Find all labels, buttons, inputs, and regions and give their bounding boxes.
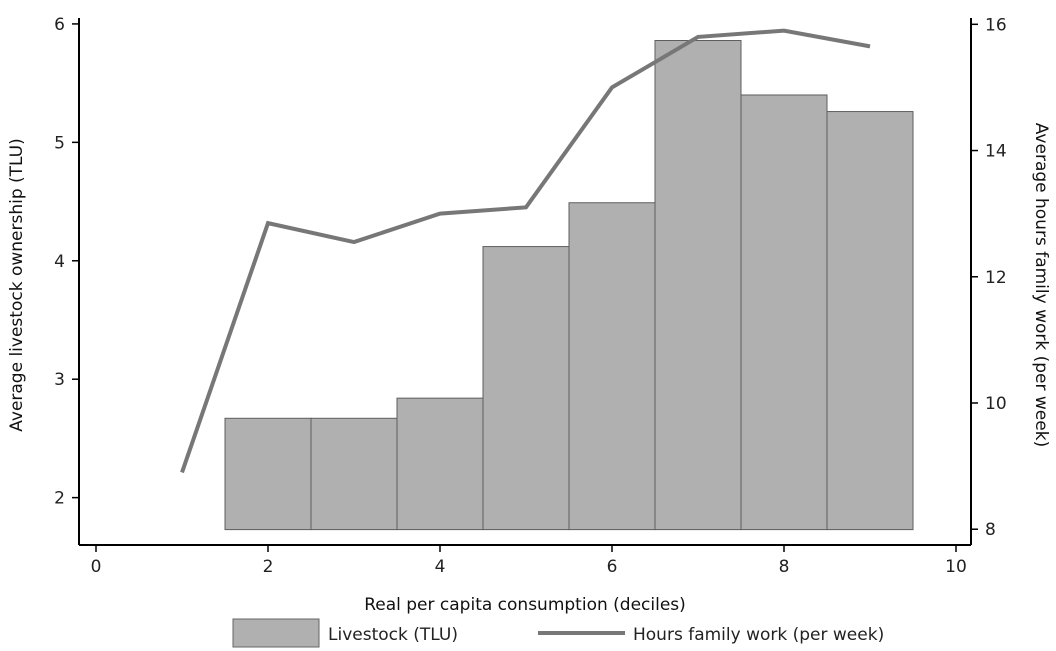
legend-label-livestock: Livestock (TLU)	[328, 625, 458, 645]
bar-decile-4	[396, 397, 484, 531]
bar-decile-8	[740, 94, 828, 531]
x-tick-label-6: 6	[607, 557, 618, 577]
axes: 0 2 4 6 8 10 2 3 4 5 6 8 10 12 14 16	[54, 15, 1006, 577]
y-left-tick-label-5: 5	[54, 133, 65, 153]
y-right-tick-label-10: 10	[985, 394, 1007, 414]
x-tick-label-4: 4	[435, 557, 446, 577]
bar-series-livestock	[224, 40, 914, 531]
line-series-hours	[180, 28, 871, 474]
y-right-tick-label-12: 12	[985, 268, 1007, 288]
y-left-tick-label-2: 2	[54, 489, 65, 509]
bar-decile-2	[224, 417, 312, 531]
bar-decile-6	[568, 202, 656, 531]
y-axis-left-title: Average livestock ownership (TLU)	[7, 138, 27, 432]
hours-line	[180, 28, 871, 474]
bar-decile-7	[654, 40, 742, 531]
y-right-tick-label-16: 16	[985, 15, 1007, 35]
y-right-tick-label-8: 8	[985, 520, 996, 540]
y-left-tick-label-3: 3	[54, 370, 65, 390]
x-tick-label-8: 8	[779, 557, 790, 577]
bar-decile-5	[482, 246, 570, 531]
x-tick-label-0: 0	[91, 557, 102, 577]
bar-decile-9	[826, 111, 914, 531]
y-left-tick-label-4: 4	[54, 252, 65, 272]
x-tick-label-10: 10	[945, 557, 967, 577]
y-right-tick-label-14: 14	[985, 142, 1007, 162]
bar-decile-3	[310, 417, 398, 531]
legend-label-hours: Hours family work (per week)	[633, 625, 884, 645]
x-tick-label-2: 2	[263, 557, 274, 577]
legend-swatch-livestock	[232, 618, 320, 648]
x-axis-title: Real per capita consumption (deciles)	[364, 595, 686, 615]
y-left-tick-label-6: 6	[54, 15, 65, 35]
y-axis-right-title: Average hours family work (per week)	[1031, 123, 1051, 447]
legend: Livestock (TLU) Hours family work (per w…	[232, 618, 884, 648]
